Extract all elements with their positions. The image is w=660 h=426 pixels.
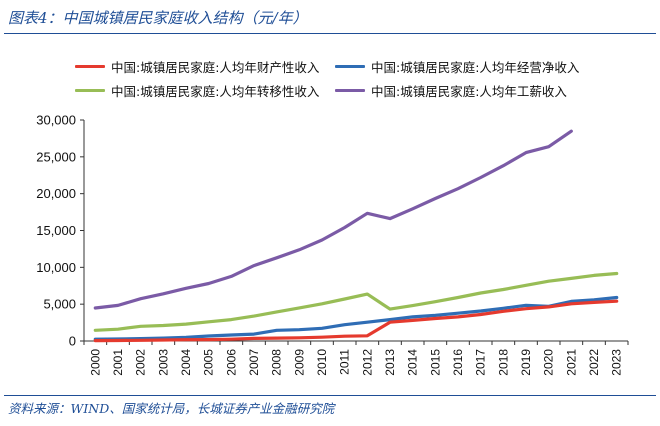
x-tick-label: 2006 — [224, 349, 238, 376]
x-tick-label: 2020 — [542, 349, 556, 376]
x-tick-label: 2005 — [202, 349, 216, 376]
x-tick-label: 2001 — [111, 349, 125, 376]
legend-swatch-property-income — [75, 64, 105, 68]
x-tick-label: 2012 — [360, 349, 374, 376]
x-tick-label: 2010 — [315, 349, 329, 376]
legend-label-property-income: 中国:城镇居民家庭:人均年财产性收入 — [111, 59, 320, 75]
legend-label-business-income: 中国:城镇居民家庭:人均年经营净收入 — [371, 59, 580, 75]
x-tick-label: 2014 — [406, 349, 420, 376]
y-tick-label: 10,000 — [36, 260, 76, 275]
series-line-1 — [93, 295, 619, 341]
source-note: 资料来源：WIND、国家统计局，长城证券产业金融研究院 — [8, 401, 335, 416]
x-tick-label: 2004 — [179, 349, 193, 376]
legend-swatch-business-income — [335, 64, 365, 68]
x-tick-label: 2002 — [134, 349, 148, 376]
x-tick-label: 2003 — [156, 349, 170, 376]
x-tick-label: 2022 — [587, 349, 601, 376]
legend-item-wage-income: 中国:城镇居民家庭:人均年工薪收入 — [335, 80, 567, 100]
title-rule — [4, 33, 656, 34]
legend-item-business-income: 中国:城镇居民家庭:人均年经营净收入 — [335, 56, 579, 76]
x-tick-label: 2007 — [247, 349, 261, 376]
x-tick-label: 2018 — [496, 349, 510, 376]
legend-swatch-wage-income — [335, 88, 365, 92]
x-tick-label: 2019 — [519, 349, 533, 376]
y-tick-label: 0 — [69, 334, 76, 349]
y-tick-label: 30,000 — [36, 113, 76, 128]
x-tick-label: 2013 — [383, 349, 397, 376]
x-tick-label: 2016 — [451, 349, 465, 376]
series-line-2 — [93, 271, 619, 332]
x-tick-label: 2015 — [428, 349, 442, 376]
x-tick-label: 2009 — [292, 349, 306, 376]
x-tick-label: 2017 — [474, 349, 488, 376]
x-tick-label: 2000 — [88, 349, 102, 376]
series-line-3 — [93, 129, 573, 310]
y-tick-label: 15,000 — [36, 223, 76, 238]
source-rule — [4, 395, 656, 396]
legend-item-transfer-income: 中国:城镇居民家庭:人均年转移性收入 — [75, 80, 319, 100]
y-tick-label: 5,000 — [43, 297, 76, 312]
chart-title: 图表4：中国城镇居民家庭收入结构（元/年） — [8, 9, 308, 27]
legend-label-wage-income: 中国:城镇居民家庭:人均年工薪收入 — [371, 83, 567, 99]
legend-swatch-transfer-income — [75, 88, 105, 92]
x-tick-label: 2011 — [338, 349, 352, 375]
x-tick-label: 2023 — [610, 349, 624, 376]
y-tick-label: 25,000 — [36, 149, 76, 164]
chart-legend: 中国:城镇居民家庭:人均年财产性收入 中国:城镇居民家庭:人均年经营净收入 中国… — [0, 50, 660, 102]
x-tick-label: 2021 — [564, 349, 578, 376]
legend-item-property-income: 中国:城镇居民家庭:人均年财产性收入 — [75, 56, 319, 76]
y-tick-label: 20,000 — [36, 186, 76, 201]
series-line-0 — [93, 299, 619, 343]
legend-label-transfer-income: 中国:城镇居民家庭:人均年转移性收入 — [111, 83, 320, 99]
x-tick-label: 2008 — [270, 349, 284, 376]
